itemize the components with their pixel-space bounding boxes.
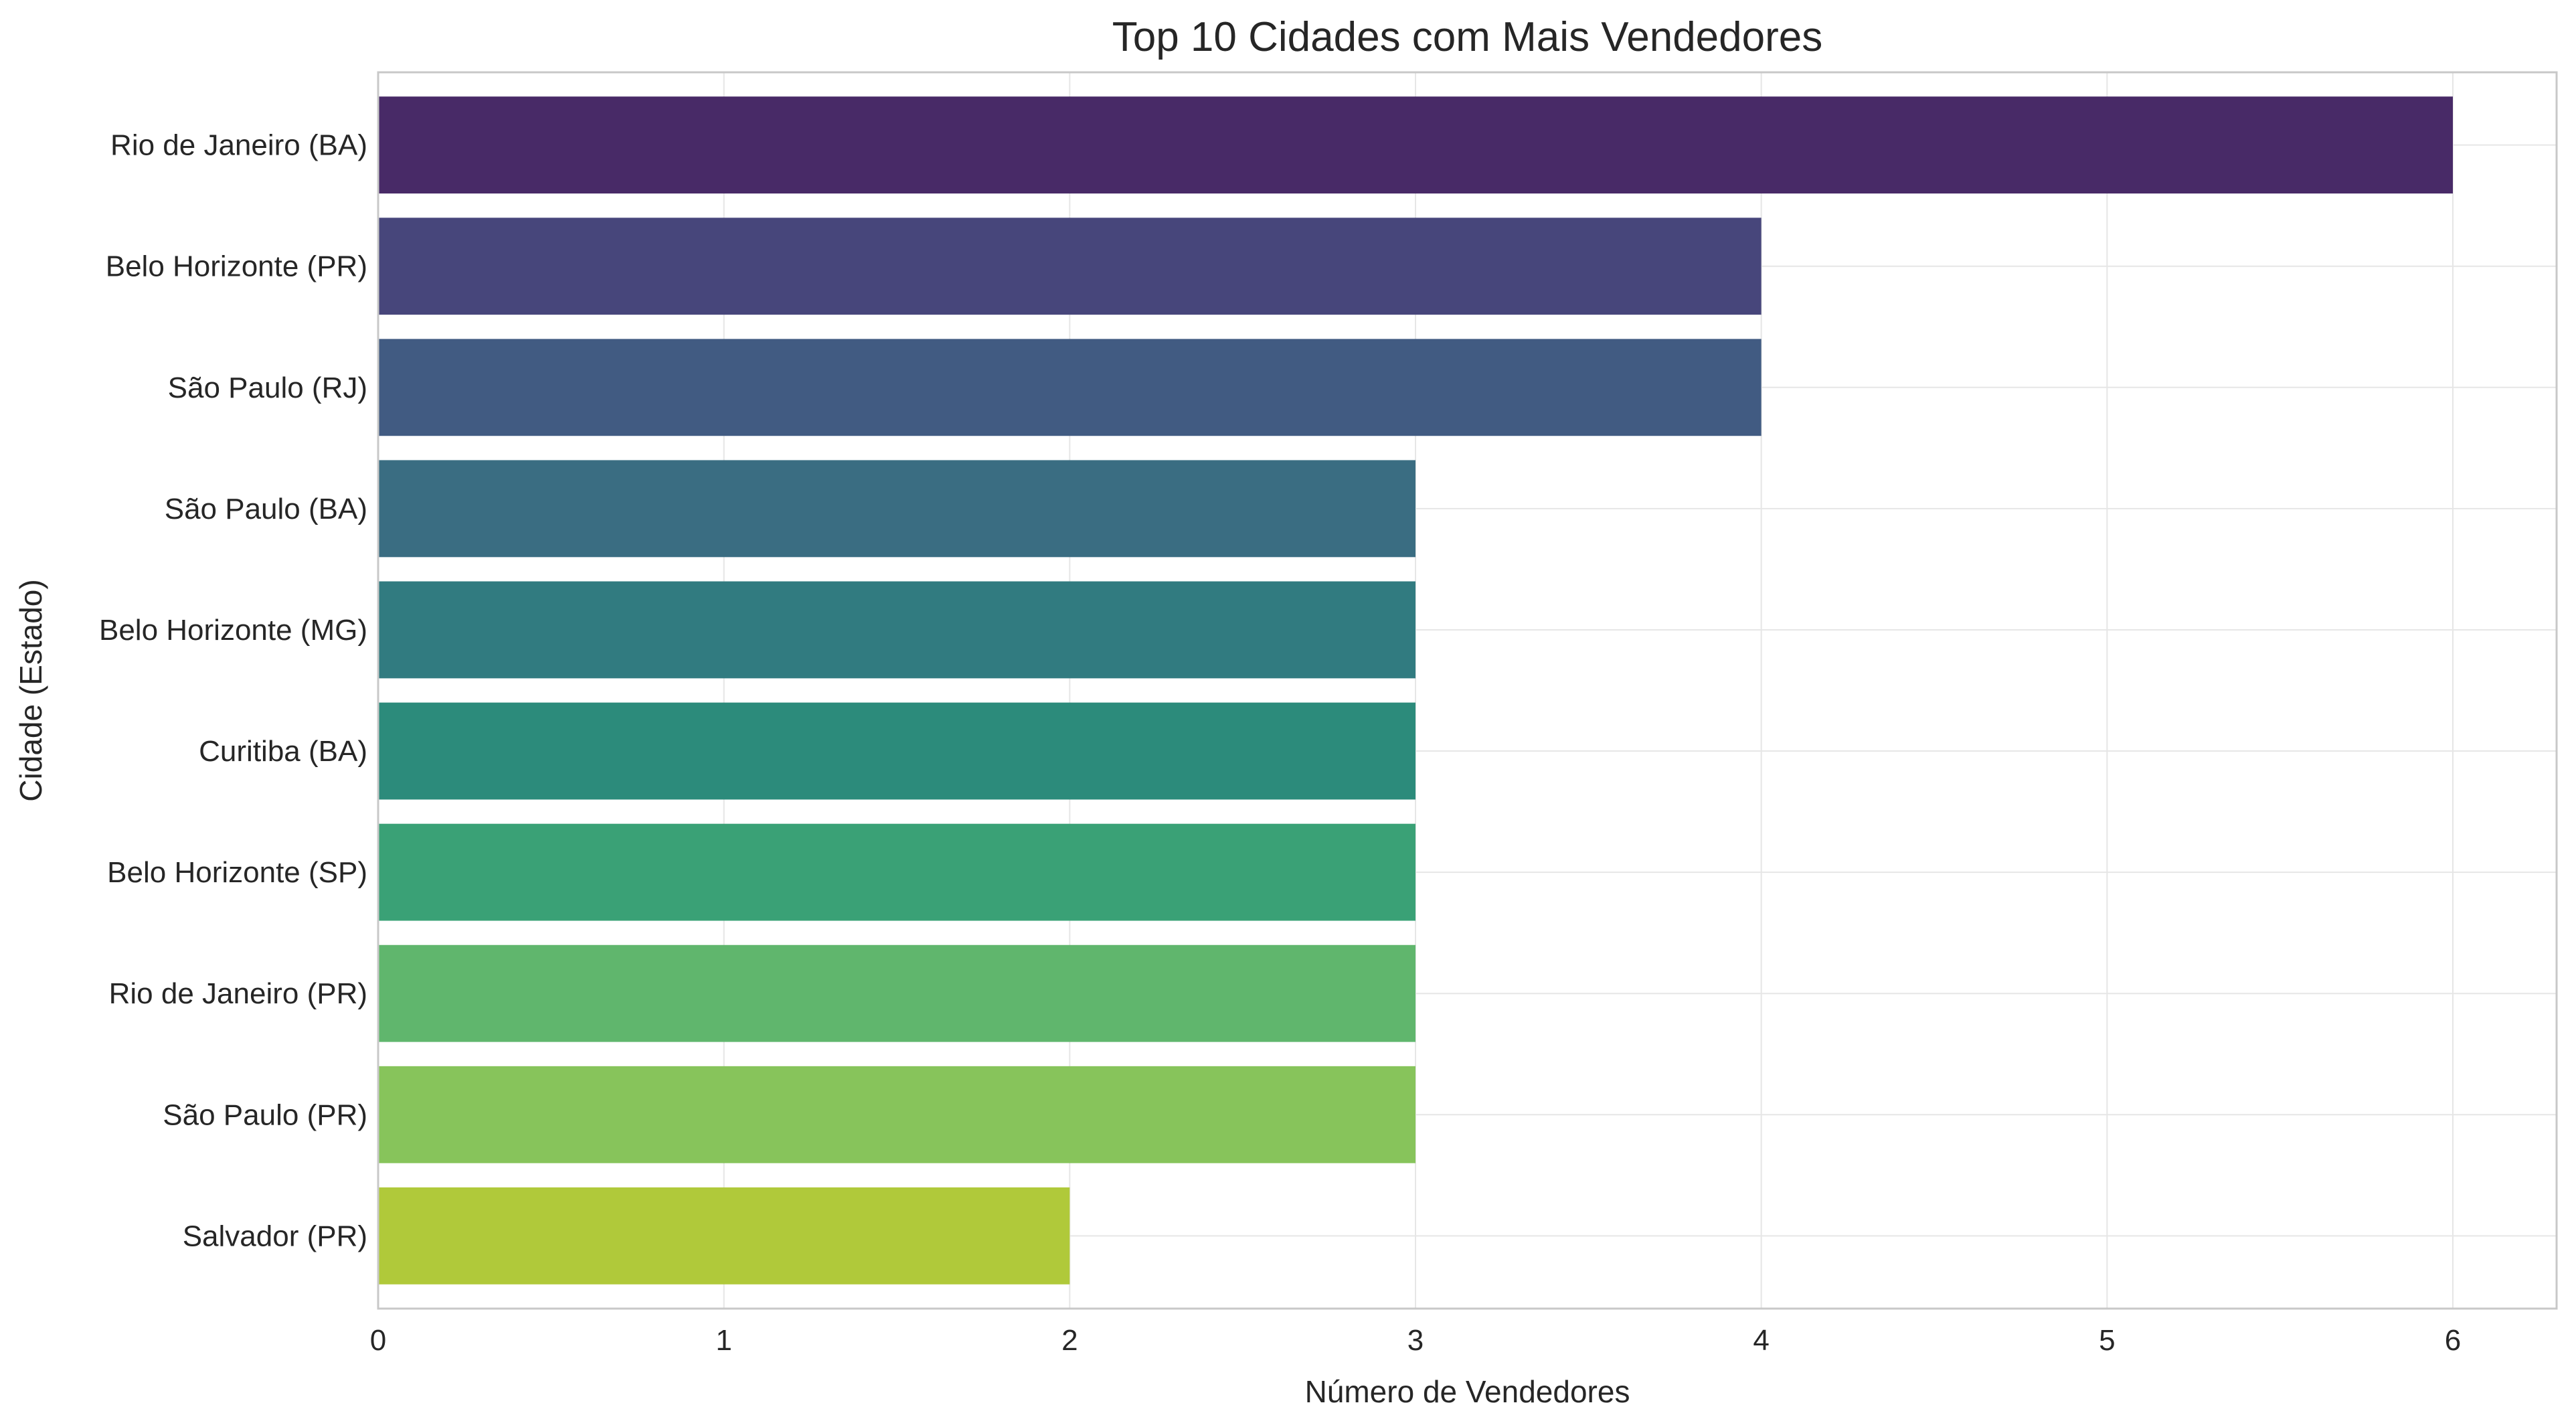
x-tick-label: 4: [1753, 1324, 1769, 1357]
y-tick-label: São Paulo (PR): [163, 1098, 367, 1131]
y-tick-label: Belo Horizonte (MG): [99, 614, 367, 647]
x-tick-label: 1: [715, 1324, 732, 1357]
bar: [378, 218, 1762, 315]
bar: [378, 460, 1415, 558]
x-tick-label: 0: [370, 1324, 386, 1357]
plot-frame: [377, 71, 2558, 1310]
bar: [378, 1187, 1070, 1284]
y-tick-label: Rio de Janeiro (PR): [109, 977, 367, 1010]
x-tick-label: 3: [1407, 1324, 1424, 1357]
x-tick-label: 6: [2445, 1324, 2461, 1357]
y-tick-label: Curitiba (BA): [199, 735, 367, 768]
bar: [378, 702, 1415, 800]
chart-title: Top 10 Cidades com Mais Vendedores: [1112, 14, 1823, 60]
y-tick-labels: Rio de Janeiro (BA) Belo Horizonte (PR) Sã…: [99, 129, 367, 1253]
y-axis-label: Cidade (Estado): [13, 579, 48, 801]
bar: [378, 944, 1415, 1042]
bar: [378, 339, 1762, 436]
x-tick-labels: 0 1 2 3 4 5 6: [370, 1324, 2461, 1357]
y-tick-label: Belo Horizonte (PR): [106, 250, 367, 283]
bar: [378, 1066, 1415, 1163]
bars: [378, 96, 2453, 1284]
y-tick-label: Rio de Janeiro (BA): [110, 129, 367, 162]
y-tick-label: São Paulo (RJ): [168, 371, 367, 404]
y-tick-label: São Paulo (BA): [165, 493, 367, 525]
bar: [378, 96, 2453, 194]
bar: [378, 823, 1415, 921]
bar: [378, 581, 1415, 679]
y-tick-label: Salvador (PR): [183, 1220, 367, 1252]
x-tick-label: 5: [2099, 1324, 2115, 1357]
y-tick-label: Belo Horizonte (SP): [107, 856, 367, 889]
x-tick-label: 2: [1061, 1324, 1078, 1357]
x-axis-label: Número de Vendedores: [1305, 1374, 1630, 1409]
